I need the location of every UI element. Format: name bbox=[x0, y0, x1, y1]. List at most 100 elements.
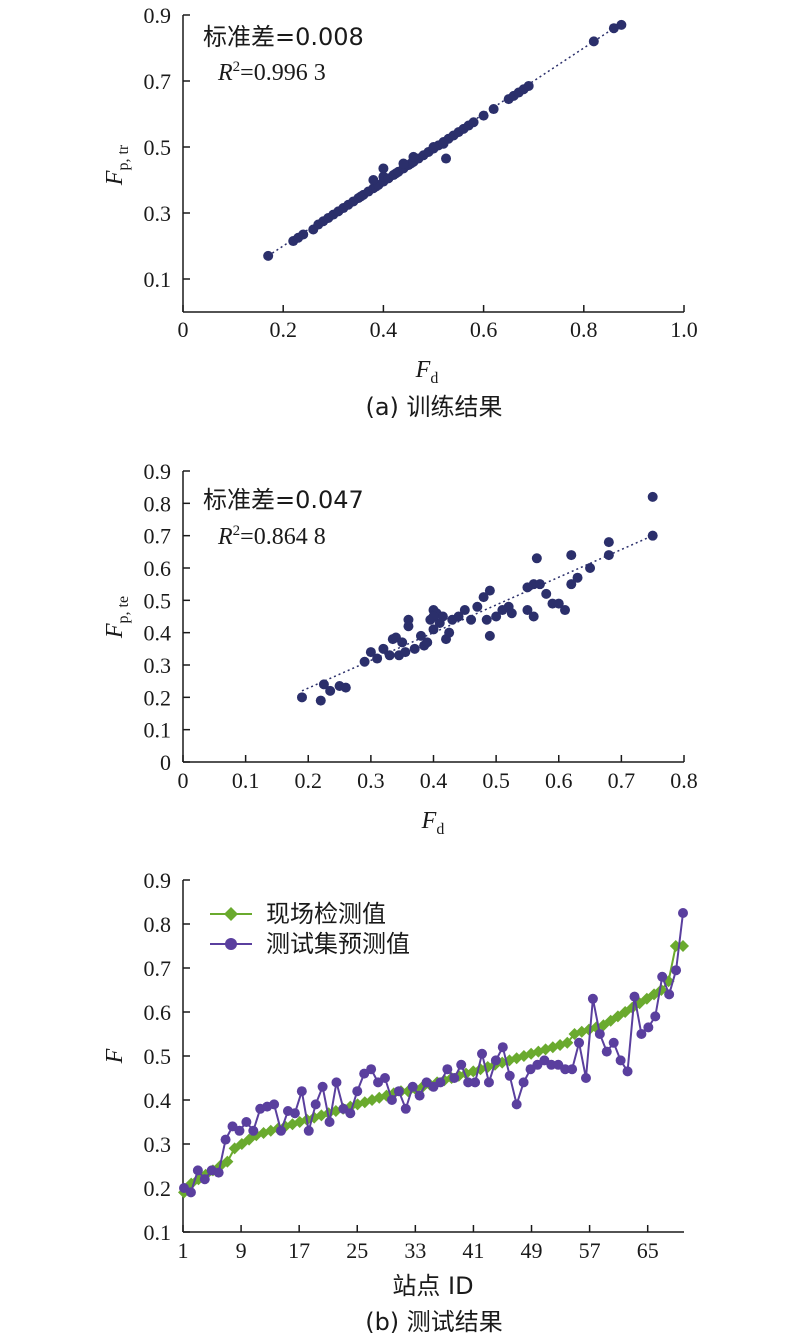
scatter-point-test bbox=[400, 647, 411, 658]
predicted-series-marker bbox=[463, 1077, 474, 1088]
y-axis-label-test: Fp, te bbox=[102, 596, 132, 639]
scatter-point-a bbox=[368, 175, 379, 185]
predicted-series-marker bbox=[248, 1125, 259, 1136]
y-axis-label-a: Fp, tr bbox=[102, 144, 132, 186]
predicted-series-marker bbox=[400, 1103, 411, 1114]
predicted-series-marker bbox=[511, 1099, 522, 1110]
scatter-point-test bbox=[325, 685, 336, 696]
x-tick-label-a: 0.2 bbox=[269, 317, 297, 342]
scatter-point-test bbox=[522, 605, 533, 616]
scatter-point-a bbox=[488, 104, 499, 115]
x-tick-label-a: 0 bbox=[178, 317, 189, 342]
x-axis-label-test: Fd bbox=[421, 808, 445, 838]
scatter-point-test bbox=[484, 585, 495, 596]
x-tick-label-a: 0.8 bbox=[570, 317, 598, 342]
predicted-series-marker bbox=[352, 1086, 363, 1097]
predicted-series-marker bbox=[185, 1187, 196, 1198]
measured-series-marker bbox=[221, 1155, 234, 1168]
x-tick-label-b: 65 bbox=[637, 1238, 659, 1263]
x-tick-label-b: 25 bbox=[346, 1238, 368, 1263]
x-tick-label-a: 0.6 bbox=[470, 317, 498, 342]
x-axis-label-b: 站点 ID bbox=[392, 1272, 473, 1300]
x-tick-label-test: 0 bbox=[178, 768, 189, 793]
y-tick-label-b: 0.9 bbox=[144, 868, 172, 893]
scatter-point-test bbox=[603, 550, 614, 561]
y-tick-label-test: 0.2 bbox=[144, 685, 172, 710]
scatter-point-test bbox=[459, 605, 470, 616]
predicted-series-marker bbox=[345, 1108, 356, 1119]
y-axis-label-b: F bbox=[102, 1048, 128, 1064]
legend-label-predicted: 测试集预测值 bbox=[266, 930, 410, 958]
scatter-point-test bbox=[572, 572, 583, 583]
scatter-point-test bbox=[409, 643, 420, 654]
scatter-point-test bbox=[296, 692, 307, 703]
scatter-point-test bbox=[403, 614, 414, 625]
predicted-series-marker bbox=[615, 1055, 626, 1066]
predicted-series-marker bbox=[601, 1046, 612, 1057]
predicted-series-marker bbox=[594, 1029, 605, 1039]
y-tick-label-b: 0.7 bbox=[144, 956, 172, 981]
scatter-point-test bbox=[315, 695, 326, 706]
predicted-series-marker bbox=[470, 1077, 481, 1088]
scatter-point-test bbox=[566, 579, 577, 590]
scatter-point-a bbox=[478, 110, 489, 121]
predicted-series-marker bbox=[546, 1059, 557, 1070]
scatter-point-a bbox=[523, 80, 534, 91]
x-tick-label-a: 0.4 bbox=[370, 317, 398, 342]
scatter-point-a bbox=[428, 142, 439, 152]
x-tick-label-test: 0.5 bbox=[482, 768, 510, 793]
scatter-point-test bbox=[647, 491, 658, 502]
scatter-point-test bbox=[522, 582, 533, 593]
predicted-series-marker bbox=[622, 1066, 633, 1077]
predicted-series-marker bbox=[504, 1070, 515, 1081]
predicted-series-marker bbox=[241, 1117, 252, 1127]
caption-a: (a) 训练结果 bbox=[365, 393, 502, 421]
predicted-series-marker bbox=[234, 1125, 245, 1136]
predicted-series-marker bbox=[386, 1095, 397, 1105]
y-tick-label-a: 0.1 bbox=[144, 267, 172, 292]
caption-b: (b) 测试结果 bbox=[365, 1308, 503, 1336]
scatter-point-test bbox=[397, 637, 408, 648]
scatter-point-a bbox=[398, 158, 409, 169]
measured-series-line bbox=[183, 945, 683, 1194]
legend-marker-predicted bbox=[225, 938, 237, 950]
scatter-point-test bbox=[534, 579, 545, 590]
y-tick-label-b: 0.1 bbox=[144, 1220, 172, 1245]
scatter-point-test bbox=[472, 601, 483, 612]
scatter-point-a bbox=[408, 151, 419, 162]
x-tick-label-a: 1.0 bbox=[670, 317, 698, 342]
predicted-series-marker bbox=[456, 1059, 467, 1070]
scatter-point-a bbox=[608, 23, 619, 34]
measured-series-marker bbox=[655, 984, 668, 996]
predicted-series-marker bbox=[636, 1029, 647, 1039]
predicted-series-marker bbox=[678, 908, 688, 918]
y-tick-label-a: 0.5 bbox=[144, 135, 172, 160]
x-tick-label-b: 1 bbox=[178, 1238, 189, 1263]
scatter-point-test bbox=[378, 643, 389, 654]
scatter-point-test bbox=[560, 605, 571, 616]
predicted-series-marker bbox=[560, 1064, 571, 1075]
y-tick-label-test: 0.3 bbox=[144, 653, 172, 678]
predicted-series-marker bbox=[296, 1086, 307, 1097]
r2-annotation-test: R2=0.864 8 bbox=[217, 523, 326, 550]
y-tick-label-test: 0.5 bbox=[144, 588, 172, 613]
scatter-point-test bbox=[318, 679, 329, 690]
predicted-series-marker bbox=[608, 1037, 619, 1048]
legend-label-measured: 现场检测值 bbox=[266, 900, 386, 928]
predicted-series-marker bbox=[629, 991, 640, 1002]
predicted-series-marker bbox=[650, 1011, 661, 1022]
y-tick-label-b: 0.2 bbox=[144, 1176, 172, 1201]
scatter-point-test bbox=[359, 656, 370, 667]
scatter-point-test bbox=[365, 647, 376, 658]
predicted-series-marker bbox=[199, 1174, 210, 1185]
scatter-point-test bbox=[484, 630, 495, 641]
scatter-point-a bbox=[588, 36, 599, 47]
x-tick-label-test: 0.6 bbox=[545, 768, 573, 793]
x-tick-label-test: 0.3 bbox=[357, 768, 385, 793]
scatter-point-a bbox=[298, 229, 309, 240]
scatter-point-test bbox=[372, 653, 383, 664]
scatter-point-test bbox=[453, 611, 464, 622]
scatter-point-test bbox=[340, 682, 351, 693]
scatter-point-test bbox=[603, 537, 614, 548]
scatter-point-test bbox=[415, 630, 426, 641]
